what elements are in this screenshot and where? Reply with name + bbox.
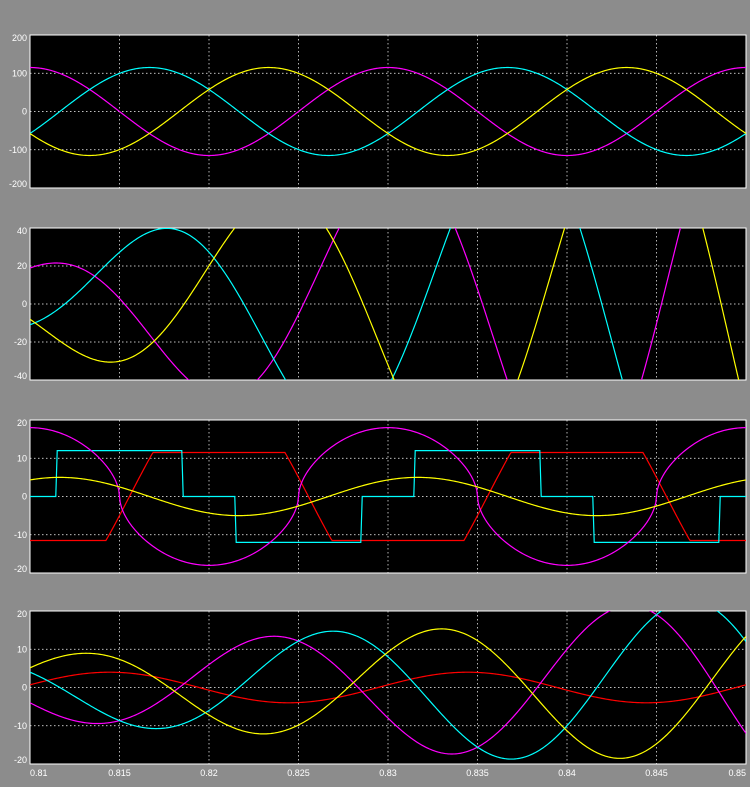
- x-tick-label: 0.84: [558, 768, 576, 778]
- x-tick-label: 0.85: [728, 768, 746, 778]
- y-tick-label: -20: [14, 337, 27, 347]
- y-tick-label: 10: [17, 644, 27, 654]
- y-tick-label: -40: [14, 371, 27, 381]
- x-tick-label: 0.83: [379, 768, 397, 778]
- y-tick-label: 0: [22, 683, 27, 693]
- y-tick-label: 0: [22, 107, 27, 117]
- trace-2: [30, 450, 746, 543]
- y-tick-label: 200: [12, 33, 27, 43]
- scope-panel-1: 200 100 0 -100 -200: [9, 33, 747, 189]
- x-tick-label: 0.845: [645, 768, 668, 778]
- x-tick-label: 0.835: [466, 768, 489, 778]
- x-tick-label: 0.81: [30, 768, 48, 778]
- trace-4: [30, 628, 746, 759]
- y-tick-label: 20: [17, 418, 27, 428]
- y-tick-label: 100: [12, 68, 27, 78]
- scope-panel-2: 40 20 0 -20 -40: [14, 226, 747, 381]
- trace-2: [30, 611, 746, 755]
- trace-3: [30, 611, 746, 760]
- y-tick-label: 20: [17, 609, 27, 619]
- scope-axes-group: 2001000-100-20040200-20-4020100-10-20201…: [9, 33, 747, 778]
- trace-3: [30, 228, 740, 380]
- y-tick-label: 10: [17, 453, 27, 463]
- trace-1: [30, 671, 746, 704]
- scope-panel-4: 20 10 0 -10 -200.81 0.815 0.82 0.825 0.83 0.835 0.…: [14, 609, 747, 778]
- trace-3: [30, 427, 746, 566]
- y-tick-label: -20: [14, 564, 27, 574]
- trace-2: [30, 228, 623, 380]
- trace-3: [30, 66, 746, 157]
- y-tick-label: 20: [17, 261, 27, 271]
- y-tick-label: 0: [22, 299, 27, 309]
- y-tick-label: -200: [9, 179, 27, 189]
- y-tick-label: 0: [22, 492, 27, 502]
- scope-panel-3: 20 10 0 -10 -20: [14, 418, 747, 574]
- x-tick-label: 0.82: [200, 768, 218, 778]
- x-tick-label: 0.825: [287, 768, 310, 778]
- y-tick-label: -10: [14, 530, 27, 540]
- trace-1: [30, 451, 746, 542]
- y-tick-label: 40: [17, 226, 27, 236]
- trace-1: [30, 228, 682, 380]
- x-tick-label: 0.815: [108, 768, 131, 778]
- y-tick-label: -20: [14, 755, 27, 765]
- y-tick-label: -100: [9, 145, 27, 155]
- y-tick-label: -10: [14, 721, 27, 731]
- trace-4: [30, 476, 746, 517]
